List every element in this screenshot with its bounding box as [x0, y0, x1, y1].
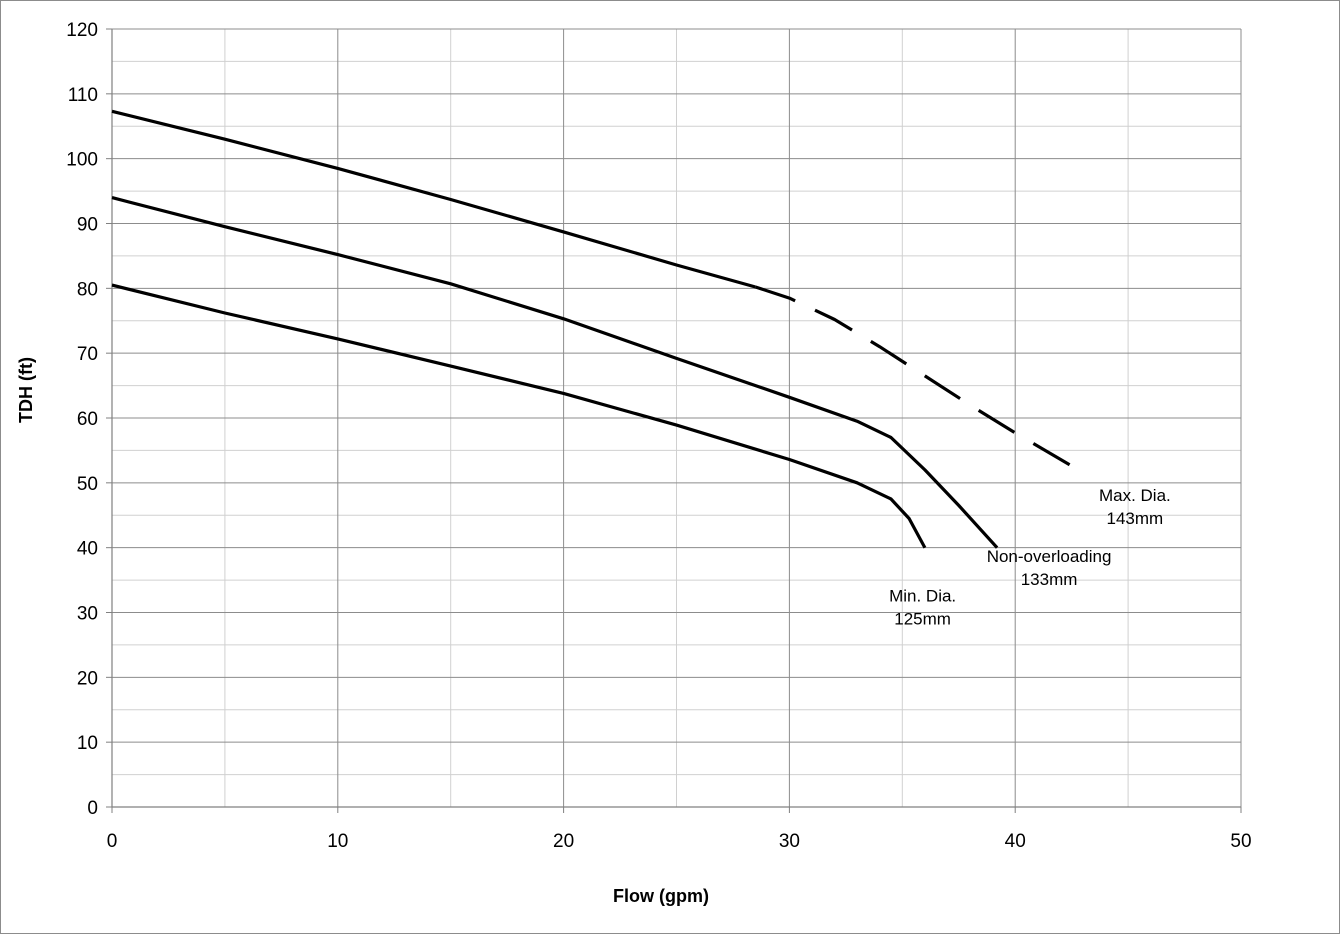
curve-line-1 — [111, 109, 756, 289]
y-tick-label: 40 — [77, 539, 98, 560]
annotation-line: 125mm — [894, 609, 951, 628]
y-tick-label: 110 — [68, 85, 98, 106]
y-tick-labels: 0 10 20 30 40 50 60 70 80 90 100 110 120 — [66, 20, 98, 819]
annotation-line: Max. Dia. — [1099, 486, 1171, 505]
x-tick-label: 0 — [107, 831, 118, 852]
y-axis-title: TDH (ft) — [16, 357, 36, 423]
curve-line-3 — [111, 196, 999, 549]
curve-line-2 — [755, 285, 1078, 470]
y-tick-label: 10 — [77, 733, 98, 754]
y-tick-label: 50 — [77, 474, 98, 495]
x-tick-label: 10 — [327, 831, 348, 852]
x-axis-title: Flow (gpm) — [613, 886, 709, 906]
x-tick-label: 40 — [1005, 831, 1026, 852]
x-tick-labels: 0 10 20 30 40 50 — [107, 831, 1252, 852]
axes — [106, 28, 1242, 813]
curves — [111, 109, 1078, 549]
annotation-max: Max. Dia. 143mm — [1099, 486, 1171, 528]
curve-annotations: Max. Dia. 143mm Non-overloading 133mm Min. D… — [889, 486, 1171, 628]
annotation-line: Min. Dia. — [889, 586, 956, 605]
y-tick-label: 30 — [77, 604, 98, 625]
annotation-line: 133mm — [1021, 570, 1078, 589]
curve-line-4 — [111, 283, 927, 549]
y-tick-label: 70 — [77, 344, 98, 365]
x-tick-label: 20 — [553, 831, 574, 852]
y-tick-label: 90 — [77, 215, 98, 236]
x-tick-label: 50 — [1230, 831, 1251, 852]
annotation-line: Non-overloading — [987, 547, 1112, 566]
annotation-line: 143mm — [1107, 509, 1164, 528]
y-tick-label: 60 — [77, 409, 98, 430]
x-tick-label: 30 — [779, 831, 800, 852]
annotation-min: Min. Dia. 125mm — [889, 586, 956, 628]
y-tick-label: 20 — [77, 668, 98, 689]
y-tick-label: 80 — [77, 279, 98, 300]
y-tick-label: 120 — [66, 20, 98, 41]
y-tick-label: 100 — [66, 150, 98, 171]
y-tick-label: 0 — [87, 798, 98, 819]
annotation-mid: Non-overloading 133mm — [987, 547, 1112, 589]
